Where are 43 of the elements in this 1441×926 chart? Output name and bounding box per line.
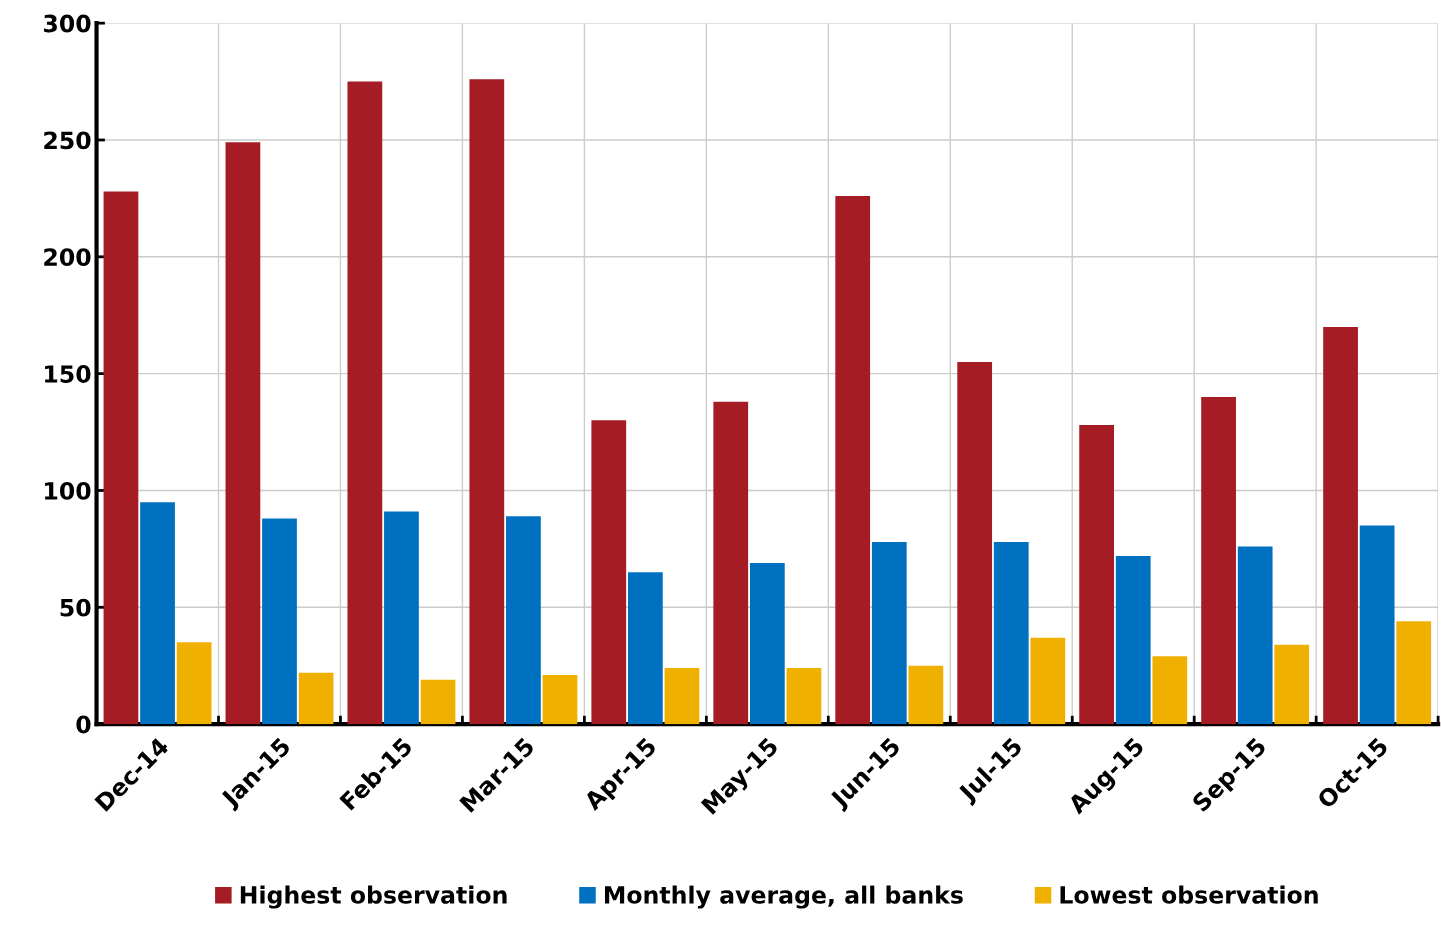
bar bbox=[1359, 525, 1395, 725]
y-tick-label: 300 bbox=[43, 14, 91, 33]
bar bbox=[1152, 656, 1188, 725]
y-tick-label: 250 bbox=[44, 131, 91, 150]
bar bbox=[664, 668, 700, 725]
y-tick-label: 100 bbox=[45, 481, 91, 500]
bar bbox=[1396, 621, 1432, 725]
bar bbox=[786, 668, 822, 725]
bar bbox=[993, 541, 1029, 725]
legend-label: Monthly average, all banks bbox=[605, 885, 963, 909]
y-tick-label: 150 bbox=[45, 365, 91, 383]
bar bbox=[542, 675, 578, 725]
bar bbox=[908, 665, 944, 725]
bar bbox=[298, 672, 334, 725]
bar bbox=[420, 679, 456, 725]
bar bbox=[957, 361, 993, 725]
legend-label: Lowest observation bbox=[1060, 885, 1318, 904]
bar bbox=[506, 516, 541, 725]
bar bbox=[140, 502, 175, 725]
bar bbox=[103, 191, 139, 725]
bar bbox=[176, 642, 212, 725]
bar bbox=[749, 562, 785, 725]
bar bbox=[1115, 555, 1151, 725]
bar bbox=[1079, 425, 1115, 725]
bar bbox=[1030, 637, 1066, 725]
bar bbox=[347, 81, 383, 725]
bar bbox=[1274, 644, 1310, 725]
bar bbox=[871, 541, 907, 725]
bar bbox=[384, 511, 419, 725]
bar bbox=[713, 401, 749, 725]
bar bbox=[591, 420, 627, 725]
bar bbox=[262, 518, 297, 725]
bar bbox=[1201, 397, 1236, 725]
y-tick-label: 200 bbox=[44, 248, 91, 267]
legend-label: Highest observation bbox=[240, 885, 507, 909]
bar bbox=[225, 142, 261, 725]
bar bbox=[1237, 546, 1273, 725]
bar bbox=[627, 572, 663, 725]
y-tick-label: 50 bbox=[60, 598, 91, 617]
bar bbox=[1323, 326, 1358, 725]
y-tick-label: 0 bbox=[76, 715, 91, 734]
bar bbox=[469, 79, 505, 725]
bar bbox=[835, 196, 871, 725]
